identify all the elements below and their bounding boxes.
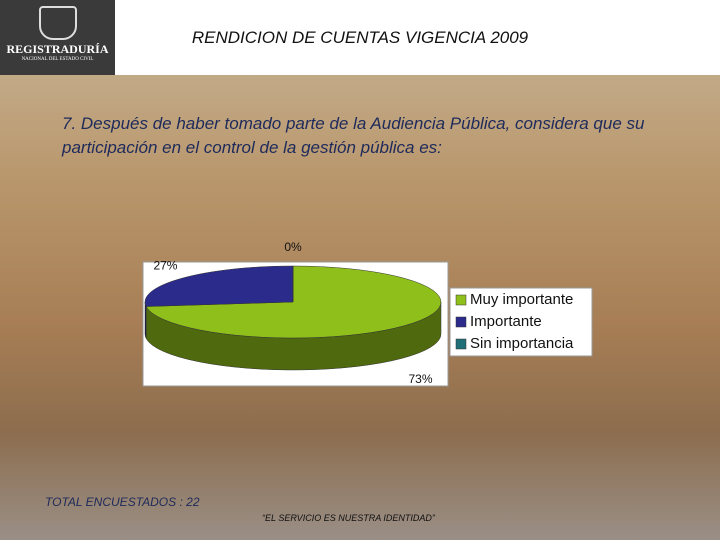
legend-swatch (455, 316, 467, 328)
slogan: “EL SERVICIO ES NUESTRA IDENTIDAD” (262, 513, 435, 523)
header-bar (0, 0, 720, 75)
legend-box (449, 287, 593, 357)
logo-subtitle: NACIONAL DEL ESTADO CIVIL (21, 57, 94, 62)
data-label: 73% (409, 372, 433, 386)
logo-name: REGISTRADURÍA (6, 42, 109, 56)
data-label: 27% (153, 258, 177, 272)
header-title: RENDICION DE CUENTAS VIGENCIA 2009 (191, 28, 529, 47)
legend-label: Sin importancia (470, 335, 574, 352)
pie-slice (144, 265, 294, 307)
data-label: 0% (284, 240, 302, 254)
legend-label: Muy importante (470, 291, 573, 308)
pie-slice (145, 265, 442, 339)
logo: REGISTRADURÍA NACIONAL DEL ESTADO CIVIL (0, 0, 115, 75)
legend-label: Importante (470, 313, 542, 330)
emblem (38, 6, 77, 40)
legend-swatch (455, 338, 467, 350)
pie-slice-side (144, 301, 147, 339)
chart-title: 7. Después de haber tomado parte de la A… (62, 114, 645, 157)
total-surveyed: TOTAL ENCUESTADOS : 22 (45, 495, 200, 509)
legend-swatch (455, 294, 467, 306)
